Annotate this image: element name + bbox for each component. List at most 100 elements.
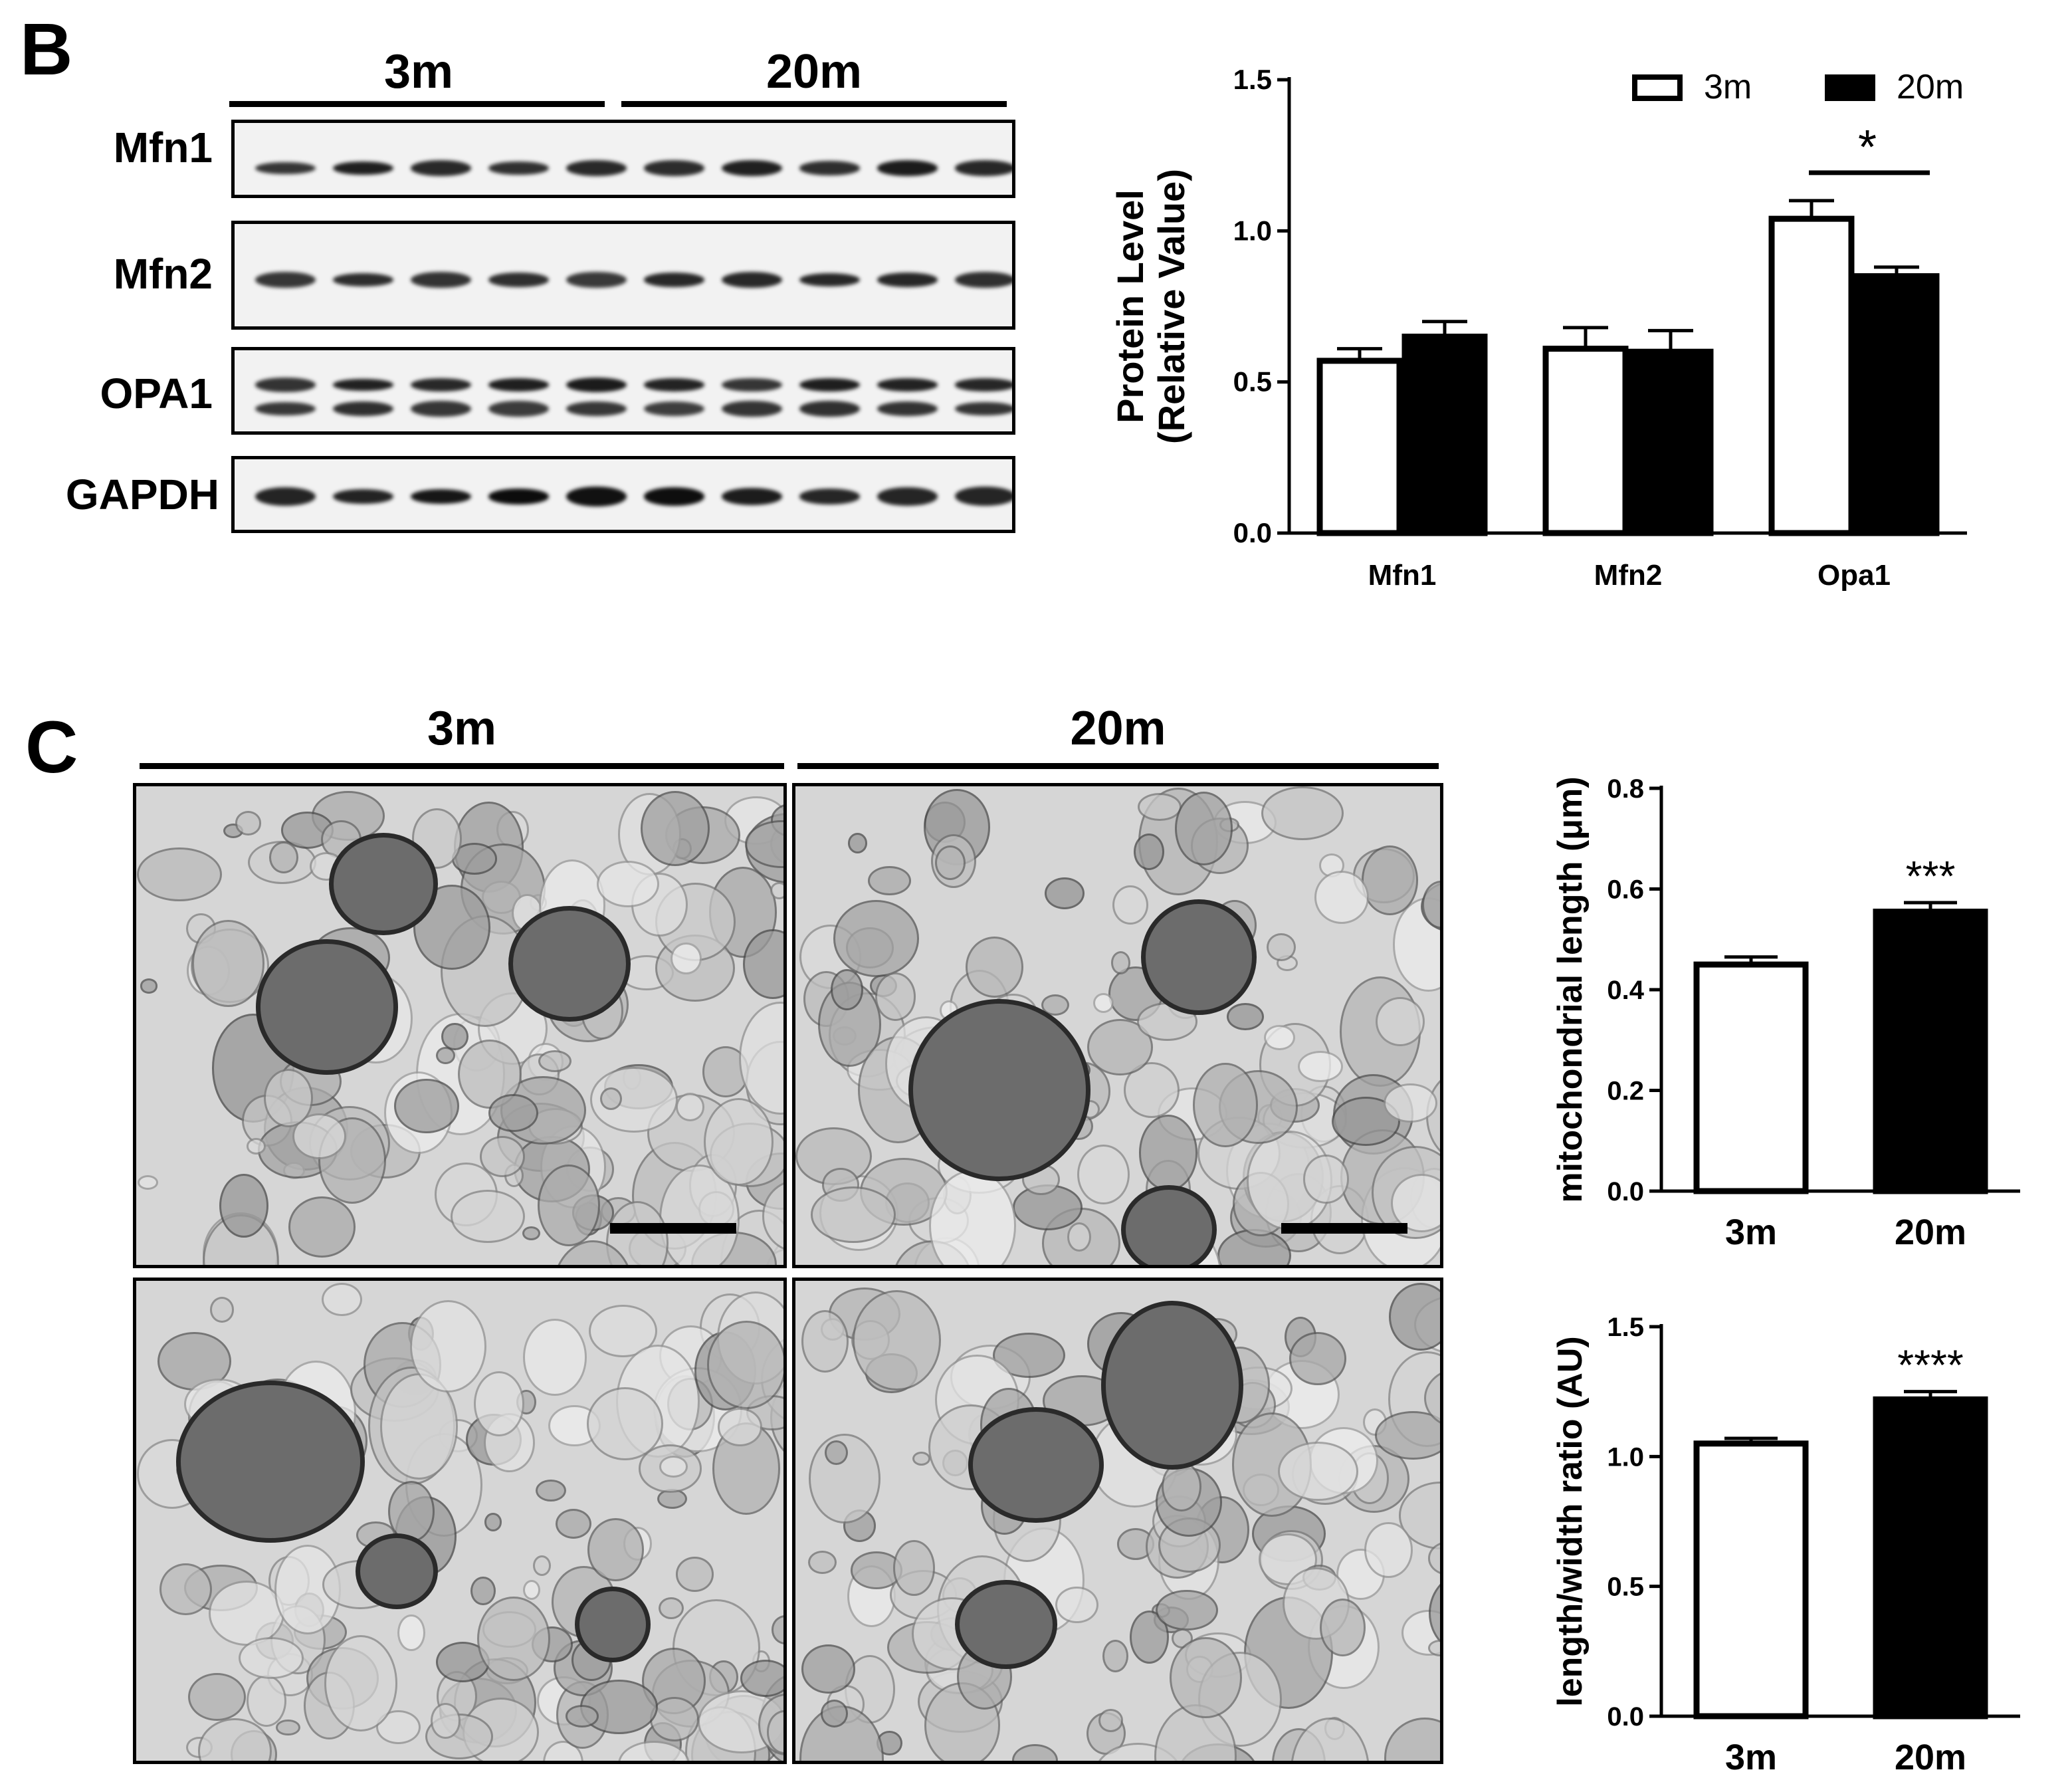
- significance-marker: ***: [1906, 852, 1956, 900]
- em-texture-blob: [532, 1555, 552, 1577]
- em-texture-blob: [192, 920, 264, 1007]
- em-texture-blob: [833, 899, 920, 978]
- em-texture-blob: [847, 832, 867, 853]
- em-texture-blob: [209, 1581, 285, 1646]
- em-texture-blob: [1138, 793, 1182, 822]
- em-texture-blob: [1302, 1155, 1349, 1204]
- em-texture-blob: [1267, 933, 1296, 962]
- protein-band: [566, 401, 627, 417]
- em-texture-blob: [1384, 1083, 1437, 1123]
- blot-label-mfn2: Mfn2: [113, 250, 213, 298]
- protein-band: [643, 273, 705, 287]
- em-texture-blob: [1055, 1586, 1098, 1624]
- em-texture-blob: [770, 881, 783, 899]
- chart-mitochondrial-length: 0.0 0.2 0.4 0.6 0.8 mitochondrial length (μm)…: [1551, 774, 2020, 1252]
- y-axis-label: mitochondrial length (μm): [1551, 776, 1590, 1202]
- x-tick-label: Opa1: [1817, 559, 1891, 592]
- protein-band: [954, 487, 1012, 506]
- y-tick-label: 1.0: [1607, 1442, 1644, 1472]
- em-texture-blob: [825, 1440, 849, 1466]
- protein-band: [643, 487, 705, 506]
- em-texture-blob: [1112, 885, 1148, 925]
- em-texture-blob: [238, 1636, 304, 1679]
- em-texture-blob: [431, 1702, 461, 1739]
- em-texture-blob: [587, 1517, 645, 1581]
- mitochondrion: [968, 1407, 1104, 1523]
- y-tick-label: 0.4: [1607, 976, 1644, 1005]
- panel-letter-b: B: [20, 9, 73, 90]
- em-texture-blob: [1123, 1062, 1180, 1119]
- em-micrograph-3m-top: [133, 783, 787, 1268]
- protein-band: [255, 487, 316, 506]
- em-texture-blob: [675, 1092, 705, 1121]
- protein-band: [332, 273, 394, 286]
- mitochondrion: [508, 906, 631, 1022]
- em-texture-blob: [479, 1135, 526, 1178]
- em-texture-blob: [1390, 1174, 1440, 1233]
- group-line-3m: [229, 101, 605, 107]
- protein-band: [954, 378, 1012, 391]
- blot-group-label-3m: 3m: [383, 45, 454, 98]
- em-texture-blob: [801, 1309, 849, 1373]
- blot-label-mfn1: Mfn1: [113, 124, 213, 171]
- em-texture-blob: [394, 1078, 459, 1133]
- protein-band: [410, 400, 472, 417]
- mitochondrion: [1141, 899, 1257, 1015]
- em-texture-blob: [1098, 1709, 1124, 1732]
- em-texture-blob: [965, 936, 1023, 998]
- em-texture-blob: [140, 978, 158, 994]
- em-texture-blob: [1133, 833, 1165, 870]
- em-texture-blob: [474, 1371, 525, 1437]
- em-texture-blob: [893, 1540, 935, 1596]
- em-texture-blob: [912, 1451, 930, 1466]
- em-texture-blob: [1258, 1533, 1318, 1586]
- protein-band: [410, 160, 472, 176]
- em-texture-blob: [288, 1196, 356, 1258]
- panel-letter-c: C: [25, 707, 78, 788]
- protein-band: [566, 160, 627, 176]
- protein-band: [721, 160, 783, 177]
- em-texture-blob: [522, 1226, 540, 1240]
- em-texture-blob: [1384, 1718, 1440, 1761]
- y-tick-label: 0.0: [1607, 1177, 1644, 1206]
- em-micrograph-20m-top: [792, 783, 1443, 1268]
- blot-label-gapdh: GAPDH: [65, 471, 219, 518]
- em-texture-blob: [409, 1299, 487, 1393]
- em-texture-blob: [935, 845, 966, 881]
- mitochondrion: [176, 1381, 365, 1543]
- protein-band: [877, 160, 938, 176]
- em-texture-blob: [1320, 1599, 1366, 1657]
- em-texture-blob: [771, 1615, 783, 1644]
- scale-bar: [1281, 1223, 1407, 1234]
- em-texture-blob: [246, 1675, 286, 1728]
- em-texture-blob: [868, 866, 912, 895]
- y-tick-label: 0.5: [1607, 1573, 1644, 1602]
- em-texture-blob: [706, 1321, 783, 1409]
- em-texture-blob: [1278, 1441, 1359, 1502]
- protein-band: [799, 401, 861, 417]
- em-texture-blob: [321, 1283, 363, 1317]
- y-tick-label: 0.0: [1233, 517, 1272, 548]
- protein-band: [643, 378, 705, 391]
- em-texture-blob: [1092, 992, 1114, 1013]
- x-tick-label: Mfn2: [1594, 559, 1663, 592]
- protein-band: [721, 378, 783, 392]
- protein-band: [721, 488, 783, 505]
- y-tick-label: 0.6: [1607, 875, 1644, 905]
- em-texture-blob: [1193, 1063, 1258, 1147]
- em-texture-blob: [1136, 1002, 1198, 1041]
- mitochondrion: [329, 833, 438, 935]
- em-texture-blob: [1361, 845, 1418, 915]
- y-tick-label: 1.5: [1607, 1313, 1644, 1342]
- em-texture-blob: [263, 1069, 313, 1128]
- blot-label-opa1: OPA1: [100, 370, 213, 417]
- em-texture-blob: [596, 861, 659, 908]
- legend-swatch: [1632, 74, 1683, 101]
- protein-band: [799, 378, 861, 392]
- x-tick-label: 3m: [1725, 1212, 1777, 1252]
- western-blot-opa1: [231, 347, 1015, 435]
- em-texture-blob: [477, 1596, 550, 1681]
- em-texture-blob: [579, 1679, 659, 1735]
- em-texture-blob: [1044, 877, 1085, 909]
- em-texture-blob: [484, 1513, 502, 1531]
